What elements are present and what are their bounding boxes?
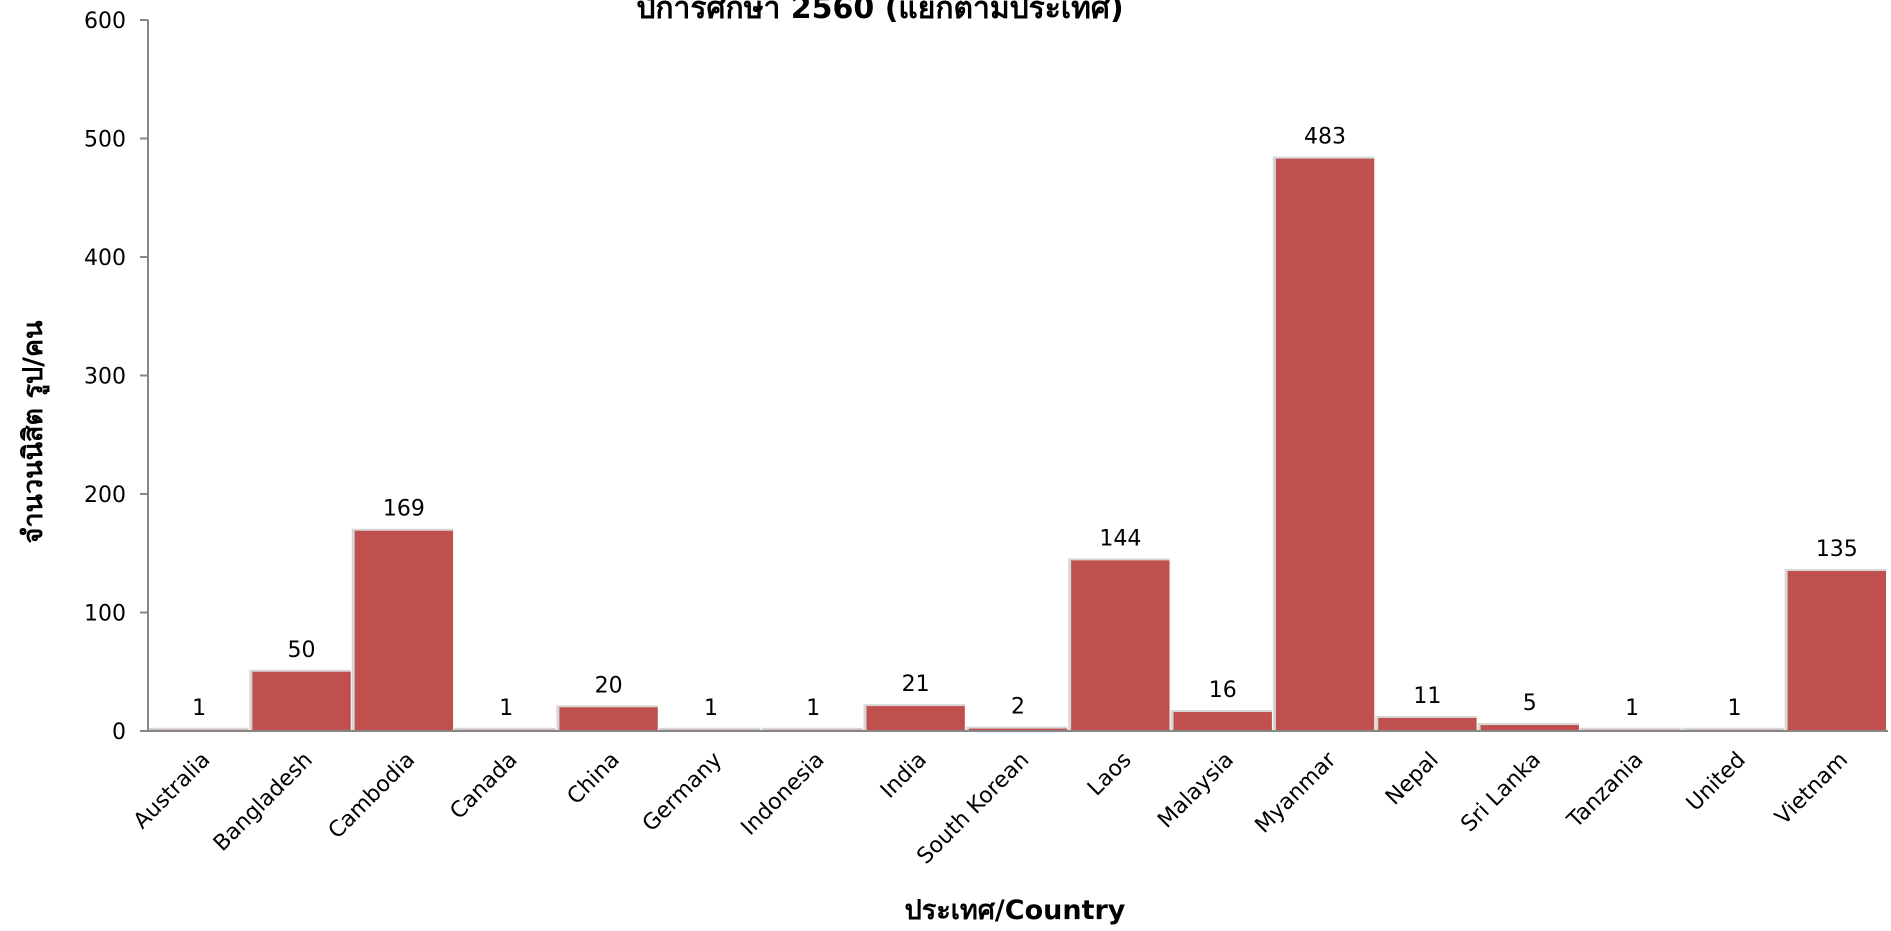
data-label: 2 <box>1011 695 1025 720</box>
y-tick-label: 300 <box>84 365 126 390</box>
x-tick-label: China <box>563 748 625 810</box>
data-label: 169 <box>383 497 425 522</box>
bar-shadow <box>1682 727 1784 731</box>
bar-shadow <box>1579 727 1682 731</box>
data-label: 1 <box>499 696 513 721</box>
data-label: 1 <box>1625 696 1639 721</box>
x-tick-label: Germany <box>638 748 727 837</box>
y-tick-label: 100 <box>84 602 126 627</box>
data-label: 50 <box>288 638 316 663</box>
data-label: 1 <box>192 696 206 721</box>
bar-sri-lanka <box>1480 725 1579 731</box>
bar-laos <box>1071 560 1170 731</box>
bars-layer <box>147 156 1886 731</box>
y-tick-label: 500 <box>84 128 126 153</box>
bar-india <box>866 706 965 731</box>
x-tick-label: Cambodia <box>324 748 420 844</box>
data-label: 5 <box>1523 691 1537 716</box>
x-tick-label: Vietnam <box>1771 748 1854 831</box>
bar-bangladesh <box>252 671 351 731</box>
bar-shadow <box>454 727 556 731</box>
bar-cambodia <box>354 530 454 731</box>
data-label: 1 <box>806 696 820 721</box>
x-tick-label: Myanmar <box>1251 747 1342 838</box>
bar-shadow <box>761 727 863 731</box>
axes-layer <box>140 19 1888 732</box>
y-tick-label: 200 <box>84 483 126 508</box>
y-tick-label: 0 <box>112 720 126 745</box>
y-tick-label: 400 <box>84 246 126 271</box>
bar-vietnam <box>1787 571 1886 731</box>
data-label: 20 <box>595 673 623 698</box>
x-tick-label: Australia <box>129 748 215 834</box>
data-label: 11 <box>1413 684 1441 709</box>
bar-south-korean <box>968 728 1068 731</box>
x-tick-label: Malaysia <box>1153 748 1239 834</box>
bar-china <box>559 707 658 731</box>
data-label: 1 <box>704 696 718 721</box>
data-label: 135 <box>1816 537 1858 562</box>
x-tick-label: Tanzania <box>1562 748 1648 834</box>
x-tick-label: Indonesia <box>737 748 830 841</box>
y-tick-label: 600 <box>84 9 126 34</box>
x-tick-label: United <box>1682 748 1751 817</box>
bar-shadow <box>658 727 761 731</box>
x-tick-label: Sri Lanka <box>1456 748 1546 838</box>
chart-title: ปีการศึกษา 2560 (แยกตามประเทศ) <box>634 0 1123 26</box>
data-label: 1 <box>1727 696 1741 721</box>
data-label: 144 <box>1099 526 1141 551</box>
x-tick-label: Nepal <box>1381 748 1444 811</box>
bar-nepal <box>1378 717 1477 731</box>
bar-myanmar <box>1275 158 1375 731</box>
x-tick-label: India <box>876 748 932 804</box>
x-tick-label: Laos <box>1083 748 1137 802</box>
bar-malaysia <box>1173 712 1272 731</box>
data-label: 483 <box>1304 125 1346 150</box>
data-label: 16 <box>1209 678 1237 703</box>
bar-shadow <box>147 727 249 731</box>
x-tick-label: Canada <box>446 748 523 825</box>
x-tick-label: Bangladesh <box>209 748 318 857</box>
data-label: 21 <box>902 672 930 697</box>
y-axis-title: จำนวนนิสิต รูป/คน <box>18 320 50 543</box>
x-axis-title: ประเทศ/Country <box>905 895 1126 926</box>
